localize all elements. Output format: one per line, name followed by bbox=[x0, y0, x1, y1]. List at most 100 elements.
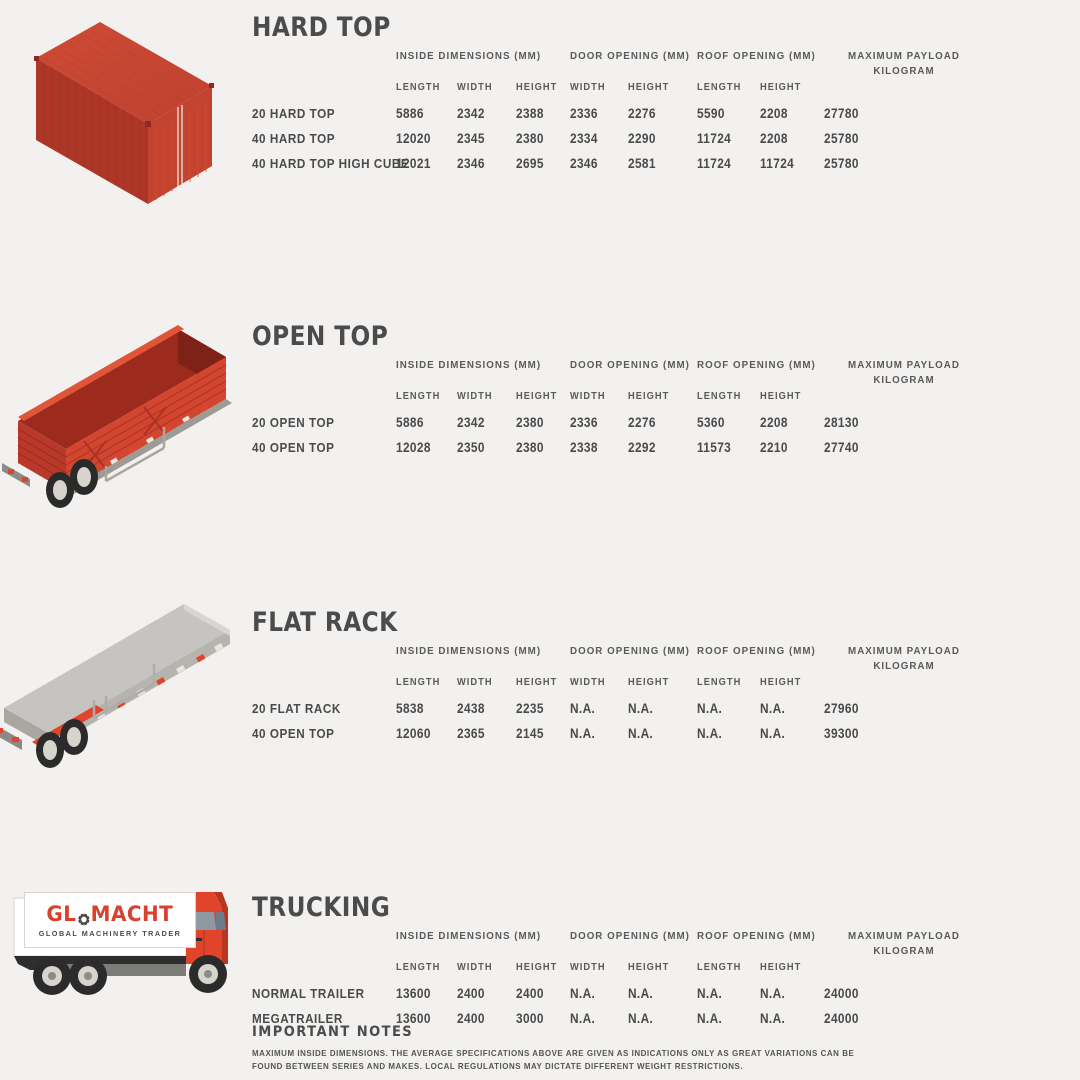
column-group-inside-dimensions: INSIDE DIMENSIONS (MM) bbox=[396, 359, 542, 371]
cell-door-width: 2334 bbox=[570, 131, 598, 146]
cell-inside-width: 2400 bbox=[457, 1011, 485, 1026]
gear-icon bbox=[77, 908, 91, 926]
cell-inside-height: 2235 bbox=[516, 701, 544, 716]
table-flat-rack: FLAT RACK INSIDE DIMENSIONS (MM) DOOR OP… bbox=[252, 609, 1080, 751]
column-inside-height: HEIGHT bbox=[516, 82, 558, 93]
column-inside-length: LENGTH bbox=[396, 962, 441, 973]
row-label: 40 OPEN TOP bbox=[252, 440, 335, 455]
cell-roof-height: 2208 bbox=[760, 106, 788, 121]
cell-door-width: 2338 bbox=[570, 440, 598, 455]
cell-door-width: N.A. bbox=[570, 1011, 596, 1026]
cell-roof-height: N.A. bbox=[760, 726, 786, 741]
table-row: 40 OPEN TOP 12028 2350 2380 2338 2292 11… bbox=[252, 440, 1080, 465]
column-group-maximum-payload: MAXIMUM PAYLOAD bbox=[848, 50, 960, 62]
cell-inside-width: 2350 bbox=[457, 440, 485, 455]
cell-inside-height: 2380 bbox=[516, 415, 544, 430]
column-subheader-row: LENGTH WIDTH HEIGHT WIDTH HEIGHT LENGTH … bbox=[252, 391, 1080, 411]
column-inside-width: WIDTH bbox=[457, 82, 493, 93]
cell-roof-length: 11724 bbox=[697, 131, 732, 146]
cell-roof-length: N.A. bbox=[697, 986, 723, 1001]
column-group-roof-opening: ROOF OPENING (MM) bbox=[697, 359, 816, 371]
cell-roof-height: 2210 bbox=[760, 440, 788, 455]
table-row: 20 OPEN TOP 5886 2342 2380 2336 2276 536… bbox=[252, 415, 1080, 440]
cell-door-height: N.A. bbox=[628, 1011, 654, 1026]
column-group-maximum-payload: MAXIMUM PAYLOAD bbox=[848, 359, 960, 371]
table-row: NORMAL TRAILER 13600 2400 2400 N.A. N.A.… bbox=[252, 986, 1080, 1011]
row-label: 20 FLAT RACK bbox=[252, 701, 341, 716]
column-roof-height: HEIGHT bbox=[760, 82, 802, 93]
column-group-payload-unit: KILOGRAM bbox=[873, 660, 935, 672]
column-inside-width: WIDTH bbox=[457, 391, 493, 402]
cell-roof-height: 2208 bbox=[760, 415, 788, 430]
column-inside-height: HEIGHT bbox=[516, 677, 558, 688]
logo-text-part2: MACHT bbox=[90, 902, 174, 926]
column-group-inside-dimensions: INSIDE DIMENSIONS (MM) bbox=[396, 50, 542, 62]
cell-roof-height: N.A. bbox=[760, 1011, 786, 1026]
column-inside-width: WIDTH bbox=[457, 677, 493, 688]
cell-door-height: 2276 bbox=[628, 106, 656, 121]
cell-door-width: N.A. bbox=[570, 726, 596, 741]
cell-roof-height: N.A. bbox=[760, 986, 786, 1001]
trailer-flatrack-illustration bbox=[0, 592, 234, 792]
column-door-width: WIDTH bbox=[570, 82, 606, 93]
column-group-roof-opening: ROOF OPENING (MM) bbox=[697, 930, 816, 942]
logo-glomacht: GL bbox=[24, 892, 196, 948]
column-group-door-opening: DOOR OPENING (MM) bbox=[570, 359, 690, 371]
cell-roof-height: 2208 bbox=[760, 131, 788, 146]
cell-door-height: N.A. bbox=[628, 986, 654, 1001]
column-door-height: HEIGHT bbox=[628, 391, 670, 402]
column-group-header-row: INSIDE DIMENSIONS (MM) DOOR OPENING (MM)… bbox=[252, 359, 1080, 386]
page-title-flat-rack: FLAT RACK bbox=[252, 607, 398, 638]
logo-wordmark: GL bbox=[47, 902, 174, 926]
page-title-hard-top: HARD TOP bbox=[252, 12, 391, 43]
cell-inside-height: 2380 bbox=[516, 131, 544, 146]
column-door-width: WIDTH bbox=[570, 677, 606, 688]
column-door-height: HEIGHT bbox=[628, 962, 670, 973]
cell-roof-length: 11573 bbox=[697, 440, 732, 455]
column-inside-length: LENGTH bbox=[396, 82, 441, 93]
column-subheader-row: LENGTH WIDTH HEIGHT WIDTH HEIGHT LENGTH … bbox=[252, 962, 1080, 982]
table-row: 40 HARD TOP 12020 2345 2380 2334 2290 11… bbox=[252, 131, 1080, 156]
cell-payload: 28130 bbox=[824, 415, 859, 430]
cell-inside-length: 12060 bbox=[396, 726, 431, 741]
table-trucking: TRUCKING INSIDE DIMENSIONS (MM) DOOR OPE… bbox=[252, 894, 1080, 1036]
column-group-payload-unit: KILOGRAM bbox=[873, 945, 935, 957]
cell-inside-height: 2388 bbox=[516, 106, 544, 121]
cell-inside-height: 2695 bbox=[516, 156, 544, 171]
trailer-opentop-icon bbox=[2, 325, 232, 508]
cell-inside-length: 5886 bbox=[396, 106, 424, 121]
cell-inside-length: 12028 bbox=[396, 440, 431, 455]
cell-door-height: 2292 bbox=[628, 440, 656, 455]
cell-payload: 24000 bbox=[824, 986, 859, 1001]
cell-inside-length: 13600 bbox=[396, 1011, 431, 1026]
table-open-top: OPEN TOP INSIDE DIMENSIONS (MM) DOOR OPE… bbox=[252, 323, 1080, 465]
cell-roof-length: N.A. bbox=[697, 1011, 723, 1026]
cell-roof-height: 11724 bbox=[760, 156, 795, 171]
notes-body: MAXIMUM INSIDE DIMENSIONS. THE AVERAGE S… bbox=[252, 1048, 855, 1071]
cell-inside-width: 2365 bbox=[457, 726, 485, 741]
cell-roof-length: 5590 bbox=[697, 106, 725, 121]
column-group-header-row: INSIDE DIMENSIONS (MM) DOOR OPENING (MM)… bbox=[252, 645, 1080, 672]
cell-inside-height: 2380 bbox=[516, 440, 544, 455]
cell-door-height: 2581 bbox=[628, 156, 656, 171]
cell-payload: 27960 bbox=[824, 701, 859, 716]
important-notes: IMPORTANT NOTES MAXIMUM INSIDE DIMENSION… bbox=[252, 1024, 1052, 1073]
cell-inside-length: 13600 bbox=[396, 986, 431, 1001]
table-row: 40 OPEN TOP 12060 2365 2145 N.A. N.A. N.… bbox=[252, 726, 1080, 751]
cell-inside-height: 2145 bbox=[516, 726, 544, 741]
cell-payload: 24000 bbox=[824, 1011, 859, 1026]
cell-inside-length: 12020 bbox=[396, 131, 431, 146]
column-group-door-opening: DOOR OPENING (MM) bbox=[570, 930, 690, 942]
column-roof-length: LENGTH bbox=[697, 677, 742, 688]
cell-inside-width: 2346 bbox=[457, 156, 485, 171]
cell-inside-height: 2400 bbox=[516, 986, 544, 1001]
column-group-header-row: INSIDE DIMENSIONS (MM) DOOR OPENING (MM)… bbox=[252, 50, 1080, 77]
cell-roof-length: 11724 bbox=[697, 156, 732, 171]
column-inside-height: HEIGHT bbox=[516, 962, 558, 973]
cell-inside-width: 2342 bbox=[457, 415, 485, 430]
column-roof-length: LENGTH bbox=[697, 962, 742, 973]
cell-door-width: N.A. bbox=[570, 986, 596, 1001]
column-group-maximum-payload: MAXIMUM PAYLOAD bbox=[848, 930, 960, 942]
cell-inside-width: 2400 bbox=[457, 986, 485, 1001]
cell-inside-height: 3000 bbox=[516, 1011, 544, 1026]
